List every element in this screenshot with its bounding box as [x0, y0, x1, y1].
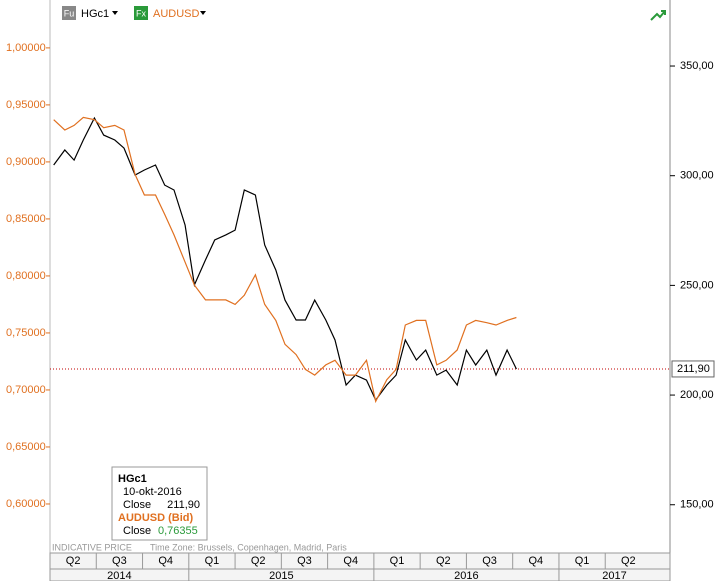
tooltip-box: [111, 466, 208, 541]
y-tick-label: 0,60000: [6, 498, 46, 510]
tooltip-value: 0,76355: [158, 525, 198, 537]
x-tick-label: Q2: [251, 555, 266, 567]
legend-icon: Fx: [136, 8, 146, 18]
legend-entry[interactable]: AUDUSD: [153, 8, 200, 20]
legend-icon-box[interactable]: [134, 6, 148, 20]
x-tick-label: Q3: [482, 555, 497, 567]
legend-entry[interactable]: HGc1: [81, 8, 109, 20]
footer-text: Time Zone: Brussels, Copenhagen, Madrid,…: [150, 542, 347, 552]
tooltip-label: Close: [123, 525, 151, 537]
last-value-box: [671, 360, 715, 378]
dropdown-arrow[interactable]: [200, 11, 206, 15]
x-tick-label: Q4: [158, 555, 173, 567]
x-tick-label: Q3: [112, 555, 127, 567]
x-tick-label: Q1: [390, 555, 405, 567]
series-line: [53, 116, 517, 402]
x-tick-label: Q1: [575, 555, 590, 567]
year-label: 2017: [602, 570, 626, 581]
y2-tick-label: 300,00: [680, 170, 714, 182]
x-tick-label: Q2: [436, 555, 451, 567]
legend-icon: Fu: [64, 8, 75, 18]
x-tick-label: Q4: [343, 555, 358, 567]
tooltip: HGc1 10-okt-2016 Close 211,90 AUDUSD (Bi…: [111, 466, 208, 541]
year-label: 2015: [269, 570, 293, 581]
y-tick-label: 0,75000: [6, 327, 46, 339]
x-tick-label: Q2: [66, 555, 81, 567]
x-tick-label: Q4: [528, 555, 543, 567]
year-label: 2014: [107, 570, 131, 581]
trend-icon[interactable]: [650, 10, 666, 21]
year-label: 2016: [454, 570, 478, 581]
x-tick-label: Q1: [205, 555, 220, 567]
x-tick-label: Q3: [297, 555, 312, 567]
y-tick-label: 0,95000: [6, 99, 46, 111]
tooltip-label: Close: [123, 499, 151, 511]
y2-tick-label: 250,00: [680, 279, 714, 291]
last-value-label: 211,90: [677, 363, 710, 375]
tooltip-value: 211,90: [167, 499, 200, 511]
tooltip-title: AUDUSD (Bid): [118, 512, 193, 524]
y-tick-label: 1,00000: [6, 42, 46, 54]
legend-icon-box[interactable]: [62, 6, 76, 20]
dropdown-arrow[interactable]: [112, 11, 118, 15]
series-line: [53, 116, 517, 404]
tooltip-title: HGc1: [118, 473, 147, 485]
y-tick-label: 0,90000: [6, 156, 46, 168]
y2-tick-label: 150,00: [680, 499, 714, 511]
y-tick-label: 0,85000: [6, 213, 46, 225]
y2-tick-label: 200,00: [680, 389, 714, 401]
y2-tick-label: 350,00: [680, 60, 714, 72]
tooltip-date: 10-okt-2016: [123, 486, 182, 498]
x-tick-label: Q2: [621, 555, 636, 567]
footer-text: INDICATIVE PRICE: [52, 542, 132, 552]
y-tick-label: 0,65000: [6, 441, 46, 453]
y-tick-label: 0,70000: [6, 384, 46, 396]
y-tick-label: 0,80000: [6, 270, 46, 282]
